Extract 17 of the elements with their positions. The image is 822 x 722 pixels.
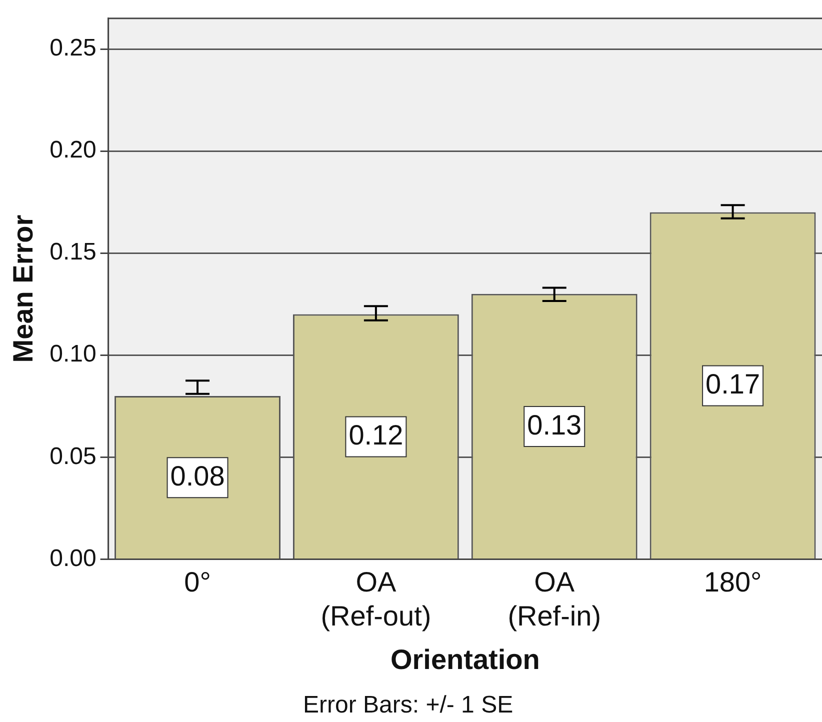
data-label: 0.08 bbox=[170, 460, 225, 492]
y-tick-label: 0.00 bbox=[50, 544, 96, 572]
y-tick-label: 0.10 bbox=[50, 340, 96, 368]
y-tick-label: 0.05 bbox=[50, 442, 96, 470]
y-tick-label: 0.25 bbox=[50, 34, 96, 62]
y-tick-label: 0.20 bbox=[50, 136, 96, 164]
x-tick-label: OA (Ref-out) bbox=[320, 566, 432, 632]
data-label: 0.13 bbox=[527, 409, 582, 440]
x-tick-label: 0° bbox=[184, 566, 211, 598]
x-tick-label: 180° bbox=[704, 566, 762, 598]
text: Error Bars: +/- 1 SE bbox=[303, 692, 514, 719]
data-label: 0.17 bbox=[706, 368, 760, 400]
x-axis-title: Orientation bbox=[390, 644, 540, 675]
y-tick-label: 0.15 bbox=[50, 238, 96, 266]
y-axis-title: Mean Error bbox=[8, 214, 39, 363]
data-label: 0.12 bbox=[348, 419, 404, 450]
x-tick-label: OA (Ref-in) bbox=[508, 566, 602, 632]
